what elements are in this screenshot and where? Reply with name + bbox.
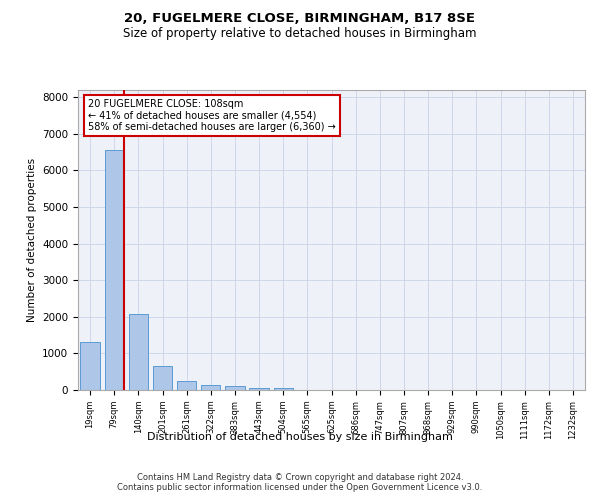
- Bar: [128, 314, 148, 390]
- Bar: [250, 388, 269, 390]
- Text: 20, FUGELMERE CLOSE, BIRMINGHAM, B17 8SE: 20, FUGELMERE CLOSE, BIRMINGHAM, B17 8SE: [125, 12, 476, 26]
- Bar: [104, 150, 124, 390]
- Bar: [201, 385, 220, 390]
- Bar: [225, 386, 245, 390]
- Bar: [177, 381, 196, 390]
- Text: Distribution of detached houses by size in Birmingham: Distribution of detached houses by size …: [147, 432, 453, 442]
- Text: Size of property relative to detached houses in Birmingham: Size of property relative to detached ho…: [123, 28, 477, 40]
- Bar: [153, 366, 172, 390]
- Text: Contains public sector information licensed under the Open Government Licence v3: Contains public sector information licen…: [118, 482, 482, 492]
- Y-axis label: Number of detached properties: Number of detached properties: [26, 158, 37, 322]
- Bar: [274, 388, 293, 390]
- Bar: [80, 342, 100, 390]
- Text: Contains HM Land Registry data © Crown copyright and database right 2024.: Contains HM Land Registry data © Crown c…: [137, 472, 463, 482]
- Text: 20 FUGELMERE CLOSE: 108sqm
← 41% of detached houses are smaller (4,554)
58% of s: 20 FUGELMERE CLOSE: 108sqm ← 41% of deta…: [88, 99, 336, 132]
